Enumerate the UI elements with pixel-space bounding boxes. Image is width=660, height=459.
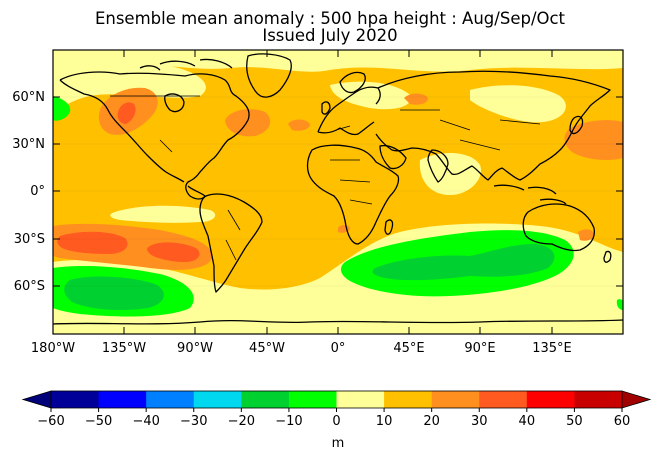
anomaly-0-10-europe — [330, 81, 411, 110]
coastline-scandinavia — [339, 71, 366, 94]
coastline-north-america — [59, 71, 250, 200]
lon-label-180w: 180°W — [31, 341, 75, 356]
anomaly-30-40-north-pacific — [117, 102, 136, 124]
coastline-greenland — [246, 53, 292, 98]
lon-ticks — [52, 50, 553, 334]
anomaly-20-30-siberia — [404, 93, 428, 105]
colorbar-unit-label: m — [332, 436, 345, 451]
colorbar-swatch-2 — [146, 391, 195, 408]
anomaly-30-40-south-pacific-east — [147, 242, 200, 262]
lon-label-90w: 90°W — [177, 341, 213, 356]
anomaly-minus-10-0-canada — [53, 96, 71, 121]
colorbar-over-arrow — [621, 390, 652, 409]
colorbar-tick-label-3: −30 — [180, 414, 207, 429]
colorbar-tick-label-7: 10 — [376, 414, 393, 429]
colorbar-swatch-10 — [526, 391, 575, 408]
colorbar-tick-label-5: −10 — [275, 414, 302, 429]
colorbar-tick-label-0: −60 — [37, 414, 64, 429]
anomaly-20-30-mid-atlantic — [288, 119, 310, 131]
anomaly-0-10-tasman — [585, 288, 623, 318]
coastline-antarctica — [53, 319, 623, 325]
lat-tick-labels: 60°N 30°N 0° 30°S 60°S — [12, 90, 45, 294]
colorbar-swatch-3 — [193, 391, 242, 408]
coastline-uk — [321, 101, 331, 115]
colorbar — [21, 390, 652, 412]
colorbar-tick-label-12: 60 — [614, 414, 631, 429]
colorbar-swatch-9 — [479, 391, 528, 408]
coastline-arabia — [379, 144, 407, 170]
colorbar-swatch-6 — [336, 391, 385, 408]
colorbar-swatch-11 — [574, 391, 623, 408]
colorbar-tick-label-10: 40 — [519, 414, 536, 429]
anomaly-0-10-equatorial-pacific — [110, 205, 216, 223]
colorbar-under-arrow — [21, 390, 52, 409]
colorbar-swatch-5 — [288, 391, 337, 408]
lon-label-0: 0° — [331, 341, 346, 356]
anomaly-minus-10-0-east-pacific — [616, 299, 623, 310]
coastlines — [53, 53, 623, 325]
lat-label-60n: 60°N — [12, 90, 45, 105]
colorbar-tick-label-1: −50 — [85, 414, 112, 429]
colorbar-swatch-7 — [384, 391, 433, 408]
colorbar-tick-label-6: 0 — [332, 414, 340, 429]
colorbar-tick-label-8: 20 — [423, 414, 440, 429]
colorbar-swatch-0 — [51, 391, 100, 408]
coastline-madagascar — [384, 219, 394, 235]
lon-label-135e: 135°E — [532, 341, 572, 356]
colorbar-tick-label-11: 50 — [566, 414, 583, 429]
coastline-africa — [306, 144, 400, 245]
lat-label-30n: 30°N — [12, 137, 45, 152]
colorbar-tick-label-4: −20 — [228, 414, 255, 429]
anomaly-20-30-australia — [578, 229, 594, 241]
lat-label-0: 0° — [30, 184, 45, 199]
colorbar-swatch-8 — [431, 391, 480, 408]
colorbar-tick-label-9: 30 — [471, 414, 488, 429]
colorbar-swatch-1 — [98, 391, 147, 408]
map-panel — [53, 50, 623, 334]
coastline-japan — [569, 115, 584, 135]
lon-label-45e: 45°E — [393, 341, 424, 356]
anomaly-20-30-north-atlantic — [225, 109, 271, 137]
coastline-new-zealand — [603, 250, 612, 263]
coastline-indonesia — [493, 184, 567, 205]
lat-label-30s: 30°S — [14, 232, 45, 247]
anomaly-0-10-asia — [470, 85, 566, 123]
lat-label-60s: 60°S — [14, 279, 45, 294]
coastline-south-america — [199, 193, 263, 293]
lon-tick-labels: 180°W 135°W 90°W 45°W 0° 45°E 90°E 135°E — [31, 341, 572, 356]
map-title: Ensemble mean anomaly : 500 hpa height :… — [94, 9, 566, 28]
coastline-canadian-archipelago — [139, 58, 233, 71]
map-subtitle: Issued July 2020 — [262, 26, 398, 45]
anomaly-0-10-north-pacific — [53, 60, 206, 112]
anomaly-0-10-indian-ocean — [419, 153, 481, 195]
lon-label-45w: 45°W — [249, 341, 285, 356]
coastline-india — [427, 149, 449, 183]
colorbar-swatch-4 — [241, 391, 290, 408]
coastline-australia — [522, 203, 596, 252]
colorbar-tick-label-2: −40 — [132, 414, 159, 429]
lon-label-90e: 90°E — [464, 341, 495, 356]
coastline-europe — [317, 86, 381, 136]
lon-label-135w: 135°W — [102, 341, 146, 356]
anomaly-30-40-south-pacific-west — [57, 231, 128, 254]
coastline-hudson-bay — [164, 93, 185, 113]
political-borders — [110, 95, 541, 261]
anomaly-minus-20-minus-10-south-indian-ocean — [372, 244, 555, 281]
colorbar-tick-labels: −60 −50 −40 −30 −20 −10 0 10 20 30 40 50 60 — [37, 414, 630, 429]
anomaly-minus-20-minus-10-south-america-sector — [64, 276, 164, 310]
lat-ticks — [53, 96, 623, 287]
graticule — [53, 96, 623, 287]
